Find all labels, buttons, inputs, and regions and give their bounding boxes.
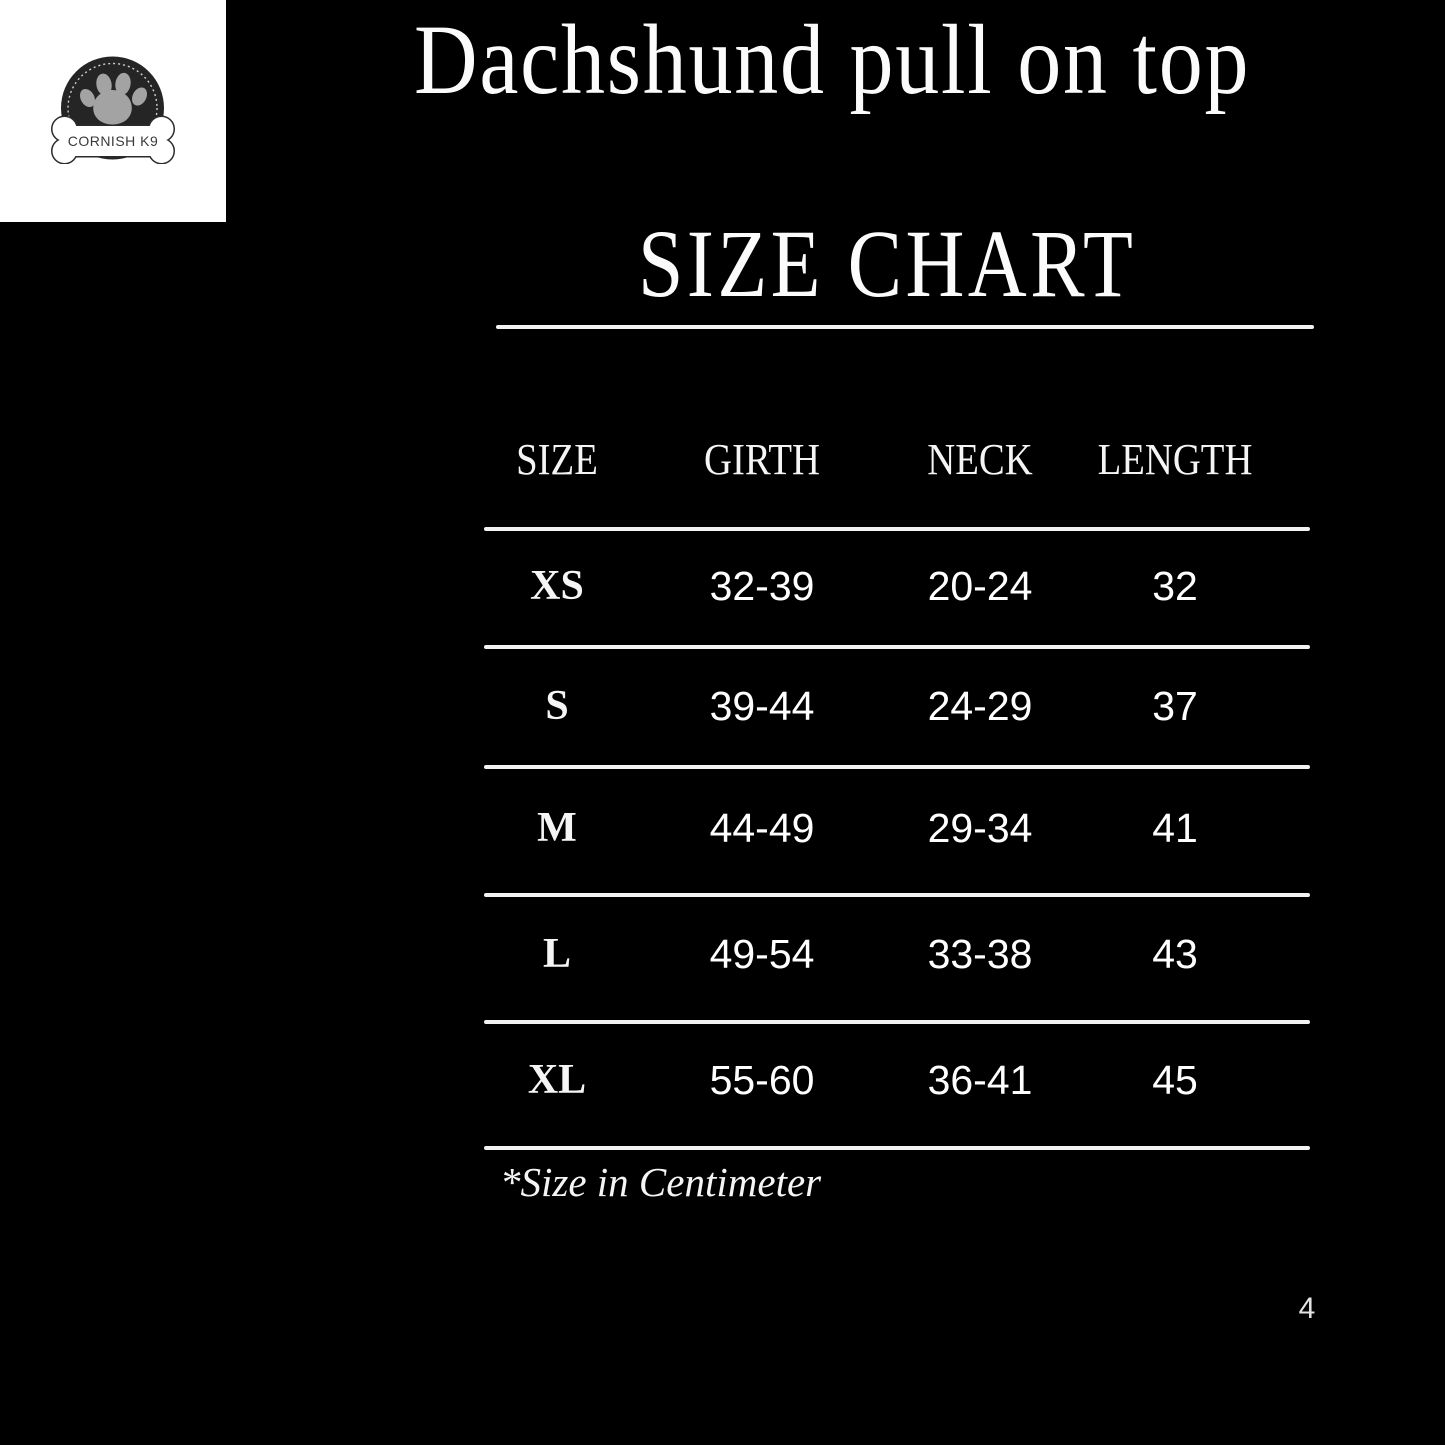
table-row-m: M 44-49 29-34 41 xyxy=(484,804,1310,852)
table-row-l: L 49-54 33-38 43 xyxy=(484,930,1310,978)
table-header-row: SIZE GIRTH NECK LENGTH xyxy=(484,436,1310,484)
size-label: M xyxy=(537,805,577,851)
table-divider xyxy=(484,893,1310,897)
length-value: 37 xyxy=(1152,683,1198,729)
length-value: 32 xyxy=(1152,563,1198,609)
page-title-text: Dachshund pull on top xyxy=(414,4,1251,115)
neck-value: 20-24 xyxy=(927,563,1033,609)
page-number: 4 xyxy=(1298,1292,1316,1325)
size-label: XS xyxy=(530,563,584,609)
length-value: 43 xyxy=(1152,931,1198,977)
column-header-size: SIZE xyxy=(516,435,598,484)
girth-value: 44-49 xyxy=(709,805,815,851)
paw-print-icon xyxy=(79,72,148,125)
table-divider xyxy=(484,1020,1310,1024)
size-label: L xyxy=(542,931,572,977)
length-value: 41 xyxy=(1152,805,1198,851)
table-divider xyxy=(484,765,1310,769)
girth-value: 32-39 xyxy=(709,563,815,609)
logo-dotted-ring xyxy=(67,62,158,154)
section-heading: SIZE CHART xyxy=(457,216,1317,312)
girth-value: 49-54 xyxy=(709,931,815,977)
table-divider xyxy=(484,645,1310,649)
neck-value: 24-29 xyxy=(927,683,1033,729)
length-value: 45 xyxy=(1152,1057,1198,1103)
brand-logo-box: CORNISH K9 xyxy=(0,0,226,222)
neck-value: 29-34 xyxy=(927,805,1033,851)
page-title: Dachshund pull on top xyxy=(240,10,1425,110)
table-divider xyxy=(484,527,1310,531)
table-row-xl: XL 55-60 36-41 45 xyxy=(484,1056,1310,1104)
bone-icon xyxy=(51,115,175,164)
column-header-length: LENGTH xyxy=(1097,435,1253,484)
size-label: S xyxy=(545,683,569,729)
table-row-xs: XS 32-39 20-24 32 xyxy=(484,562,1310,610)
girth-value: 55-60 xyxy=(709,1057,815,1103)
neck-value: 33-38 xyxy=(927,931,1033,977)
section-heading-text: SIZE CHART xyxy=(637,210,1137,317)
girth-value: 39-44 xyxy=(709,683,815,729)
column-header-girth: GIRTH xyxy=(704,435,820,484)
size-label: XL xyxy=(527,1057,587,1103)
brand-text: CORNISH K9 xyxy=(68,133,159,149)
column-header-neck: NECK xyxy=(927,435,1033,484)
heading-underline xyxy=(496,325,1314,329)
cornish-k9-logo: CORNISH K9 xyxy=(51,56,175,164)
neck-value: 36-41 xyxy=(927,1057,1033,1103)
units-footnote: *Size in Centimeter xyxy=(500,1159,822,1205)
table-divider xyxy=(484,1146,1310,1150)
table-row-s: S 39-44 24-29 37 xyxy=(484,682,1310,730)
